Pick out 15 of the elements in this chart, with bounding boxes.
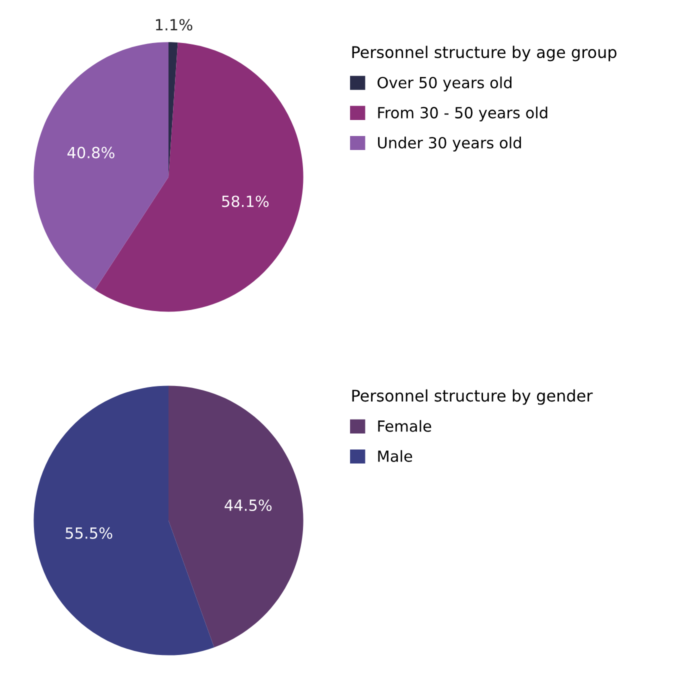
pie-slice: [168, 386, 304, 648]
data-label: 1.1%: [156, 18, 192, 31]
data-label: 40.8%: [67, 146, 114, 158]
pie-slice: [34, 386, 214, 656]
pie-slice: [34, 42, 168, 290]
legend-title: Personnel structure by age group: [352, 46, 616, 62]
data-label: 55.5%: [66, 527, 112, 539]
legend-label: Under 30 years old: [378, 136, 521, 152]
legend-title: Personnel structure by gender: [352, 389, 593, 405]
legend-label: Male: [378, 450, 412, 462]
legend-label: Over 50 years old: [378, 76, 512, 92]
legend-label: From 30 - 50 years old: [378, 106, 548, 122]
legend-label: Female: [378, 420, 432, 432]
data-label: 58.1%: [222, 196, 269, 208]
data-label: 44.5%: [224, 499, 272, 512]
